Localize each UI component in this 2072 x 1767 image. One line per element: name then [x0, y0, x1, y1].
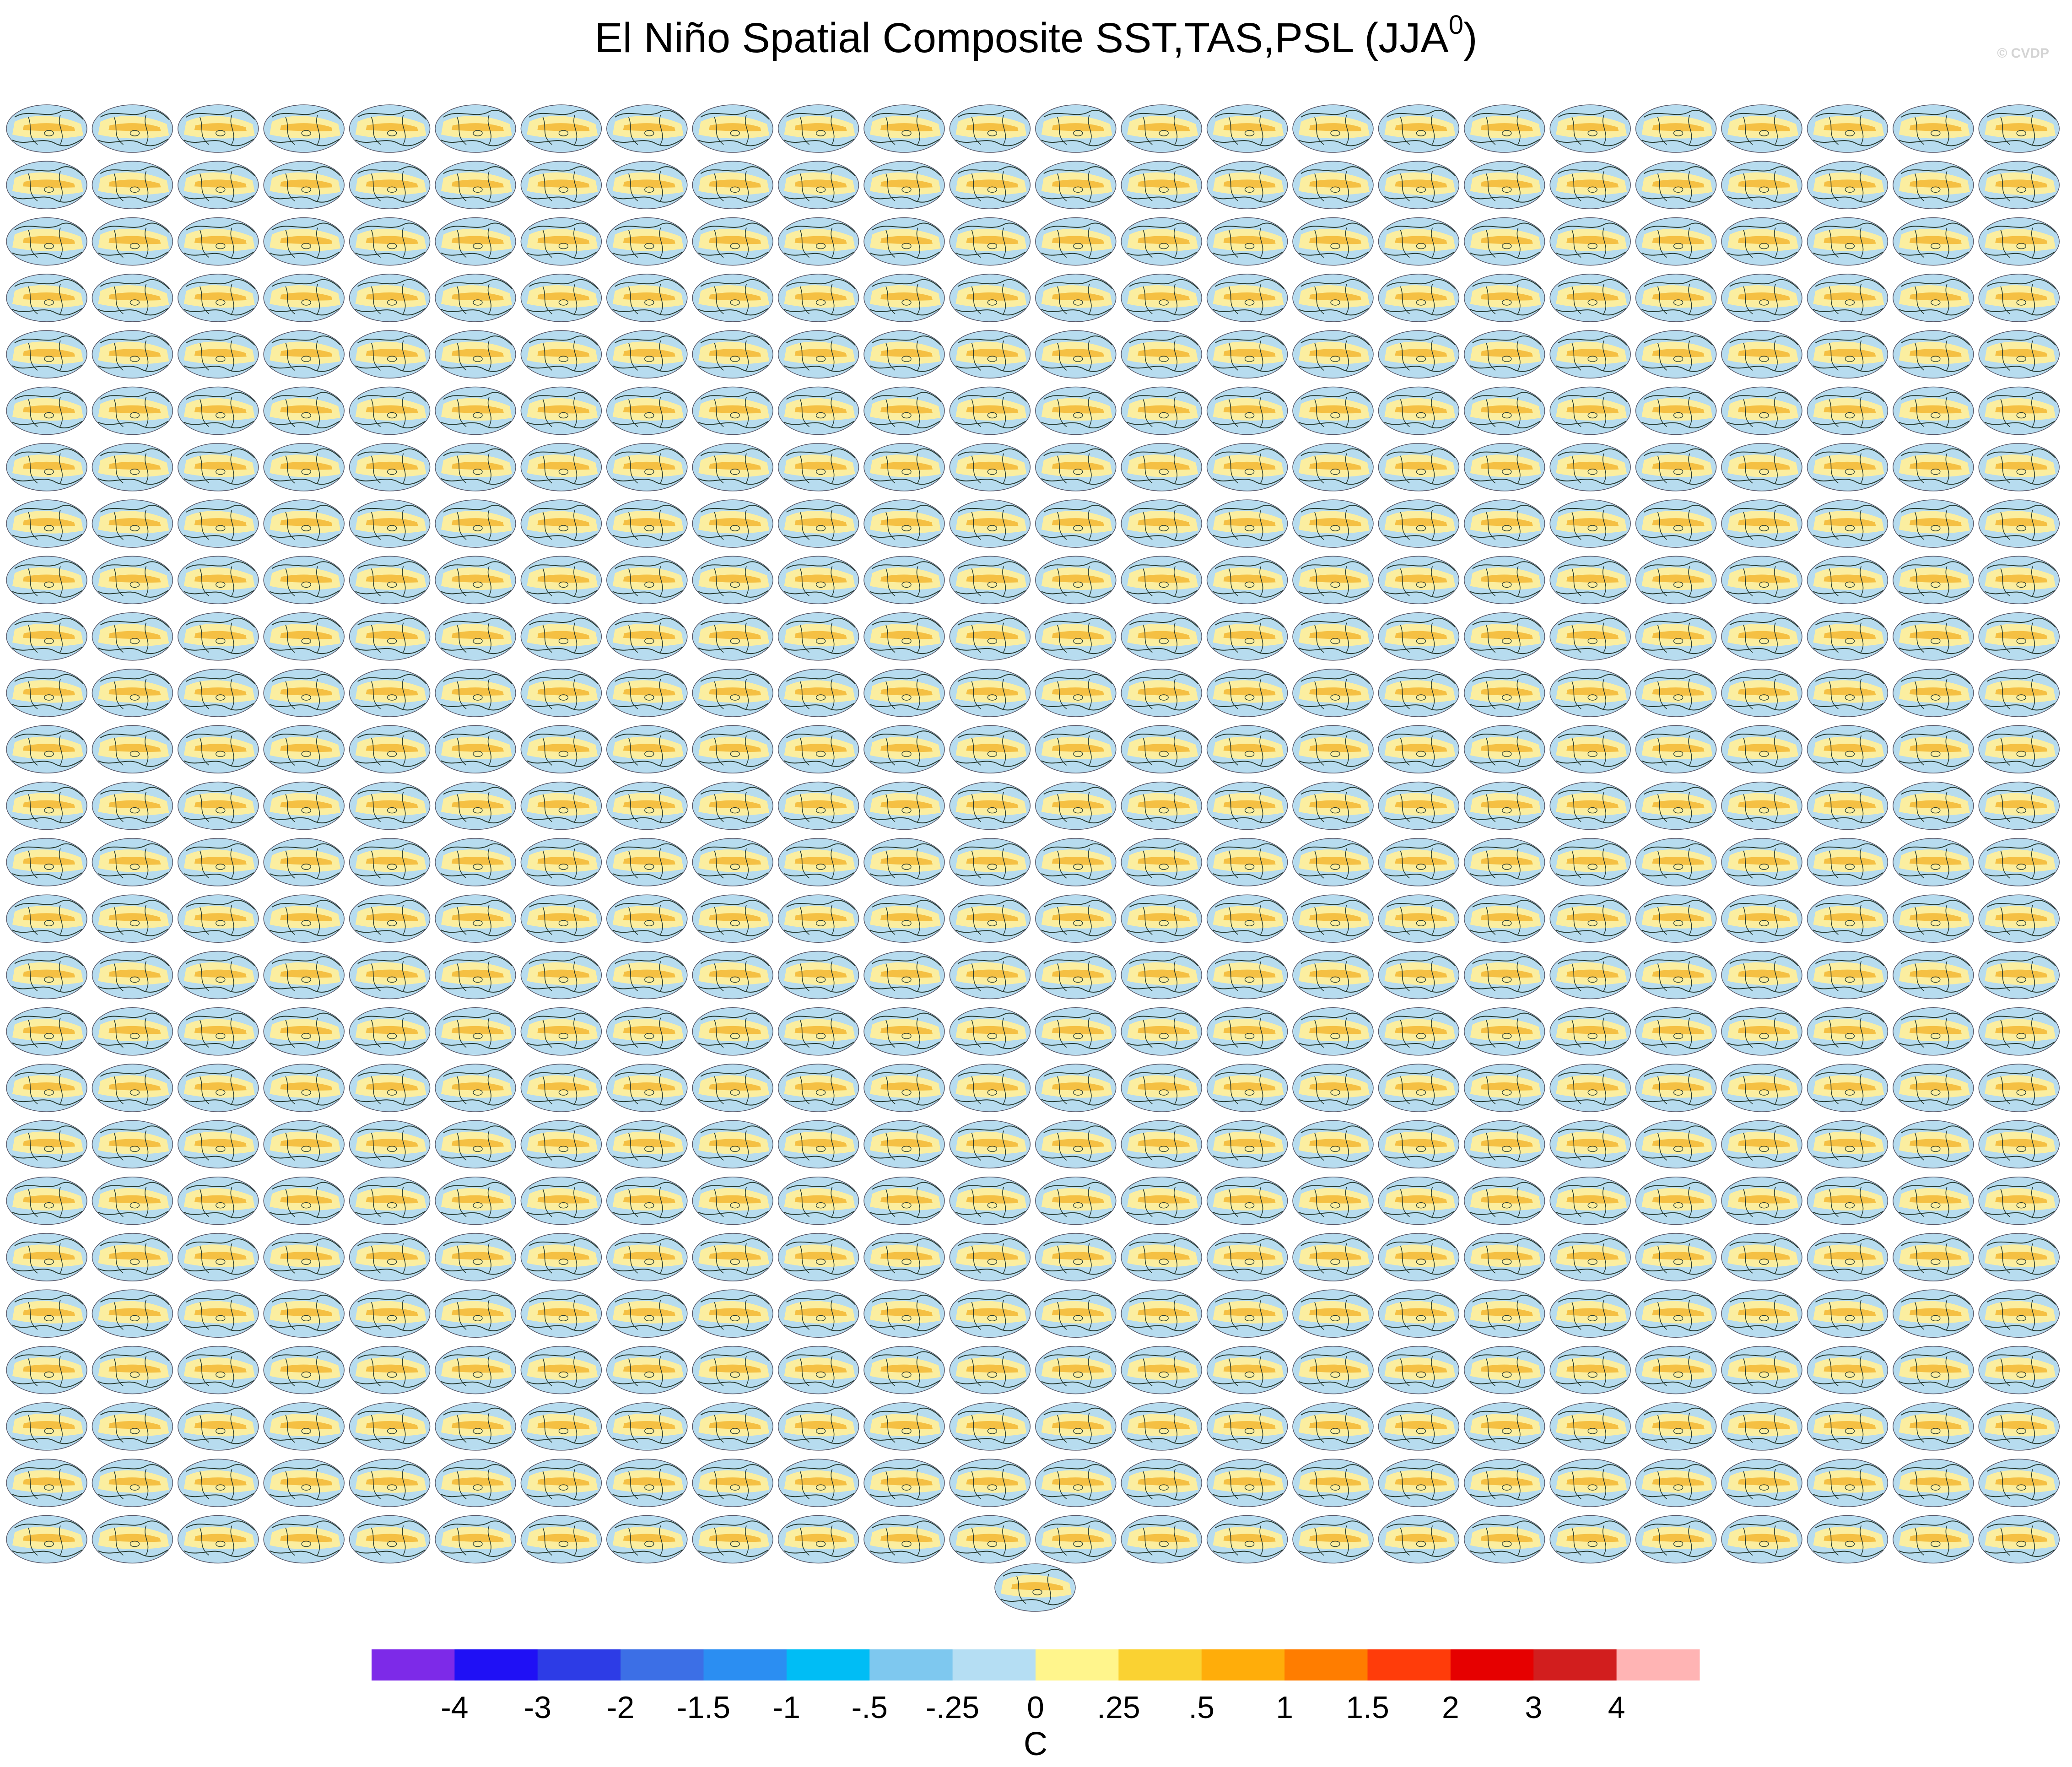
- colorbar-tick-label: -.5: [852, 1690, 888, 1725]
- colorbar-tick-label: -2: [607, 1690, 634, 1725]
- colorbar-tick-label: 1: [1276, 1690, 1293, 1725]
- colorbar-tick-label: -3: [524, 1690, 551, 1725]
- colorbar-swatch: [1036, 1649, 1119, 1681]
- colorbar-tick-label: -1.5: [677, 1690, 730, 1725]
- colorbar-swatch: [537, 1649, 621, 1681]
- colorbar-tick-label: -1: [773, 1690, 800, 1725]
- colorbar-tick-label: .5: [1188, 1690, 1214, 1725]
- colorbar-unit-label: C: [1024, 1726, 1047, 1762]
- chart-title-text: El Niño Spatial Composite SST,TAS,PSL (J…: [594, 15, 1449, 61]
- colorbar-tick-label: 0: [1027, 1690, 1044, 1725]
- colorbar-swatch: [786, 1649, 870, 1681]
- colorbar-swatch: [1616, 1649, 1700, 1681]
- chart-title: El Niño Spatial Composite SST,TAS,PSL (J…: [0, 10, 2072, 63]
- colorbar-swatch: [454, 1649, 538, 1681]
- colorbar-tick-label: .25: [1097, 1690, 1140, 1725]
- colorbar-swatch: [952, 1649, 1036, 1681]
- colorbar-swatch: [1450, 1649, 1534, 1681]
- chart-title-close: ): [1463, 15, 1478, 61]
- colorbar-swatch: [869, 1649, 953, 1681]
- colorbar-swatch: [1201, 1649, 1285, 1681]
- colorbar-swatch: [1284, 1649, 1368, 1681]
- colorbar-tick-label: 1.5: [1346, 1690, 1389, 1725]
- colorbar-tick-label: -.25: [926, 1690, 979, 1725]
- cvdp-watermark: © CVDP: [1997, 46, 2049, 61]
- colorbar-tick-label: 4: [1608, 1690, 1625, 1725]
- colorbar-swatch: [1118, 1649, 1202, 1681]
- colorbar-tick-label: 3: [1525, 1690, 1542, 1725]
- colorbar-tick-label: 2: [1442, 1690, 1459, 1725]
- colorbar-swatch: [621, 1649, 704, 1681]
- colorbar-swatch: [703, 1649, 787, 1681]
- colorbar-swatch: [1533, 1649, 1617, 1681]
- chart-title-superscript: 0: [1448, 10, 1463, 40]
- colorbar-swatch: [1367, 1649, 1451, 1681]
- colorbar-tick-label: -4: [441, 1690, 468, 1725]
- colorbar-swatch: [372, 1649, 455, 1681]
